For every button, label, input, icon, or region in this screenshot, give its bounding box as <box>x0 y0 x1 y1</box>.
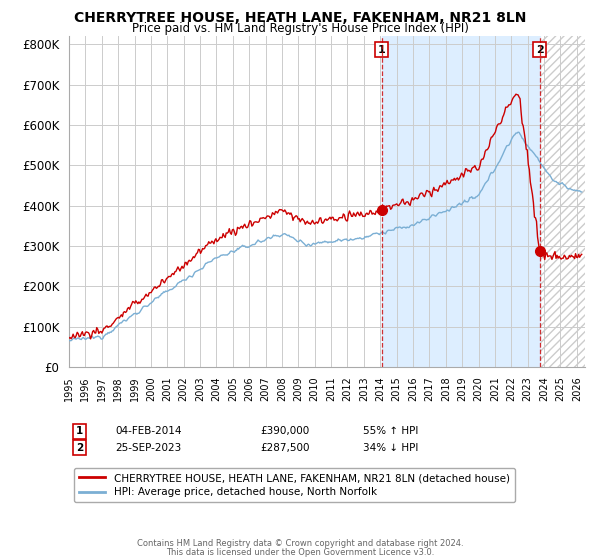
Text: 25-SEP-2023: 25-SEP-2023 <box>115 443 182 452</box>
Bar <box>382 36 539 367</box>
Text: 2: 2 <box>536 45 544 55</box>
Text: This data is licensed under the Open Government Licence v3.0.: This data is licensed under the Open Gov… <box>166 548 434 557</box>
Text: 1: 1 <box>76 426 83 436</box>
Text: £390,000: £390,000 <box>260 426 309 436</box>
Text: £287,500: £287,500 <box>260 443 310 452</box>
Text: Contains HM Land Registry data © Crown copyright and database right 2024.: Contains HM Land Registry data © Crown c… <box>137 539 463 548</box>
Text: Price paid vs. HM Land Registry's House Price Index (HPI): Price paid vs. HM Land Registry's House … <box>131 22 469 35</box>
Text: 55% ↑ HPI: 55% ↑ HPI <box>363 426 418 436</box>
Legend: CHERRYTREE HOUSE, HEATH LANE, FAKENHAM, NR21 8LN (detached house), HPI: Average : CHERRYTREE HOUSE, HEATH LANE, FAKENHAM, … <box>74 468 515 502</box>
Text: 04-FEB-2014: 04-FEB-2014 <box>115 426 182 436</box>
Text: CHERRYTREE HOUSE, HEATH LANE, FAKENHAM, NR21 8LN: CHERRYTREE HOUSE, HEATH LANE, FAKENHAM, … <box>74 11 526 25</box>
Bar <box>539 36 585 367</box>
Text: 34% ↓ HPI: 34% ↓ HPI <box>363 443 418 452</box>
Text: 1: 1 <box>378 45 386 55</box>
Text: 2: 2 <box>76 443 83 452</box>
Bar <box>539 36 585 367</box>
